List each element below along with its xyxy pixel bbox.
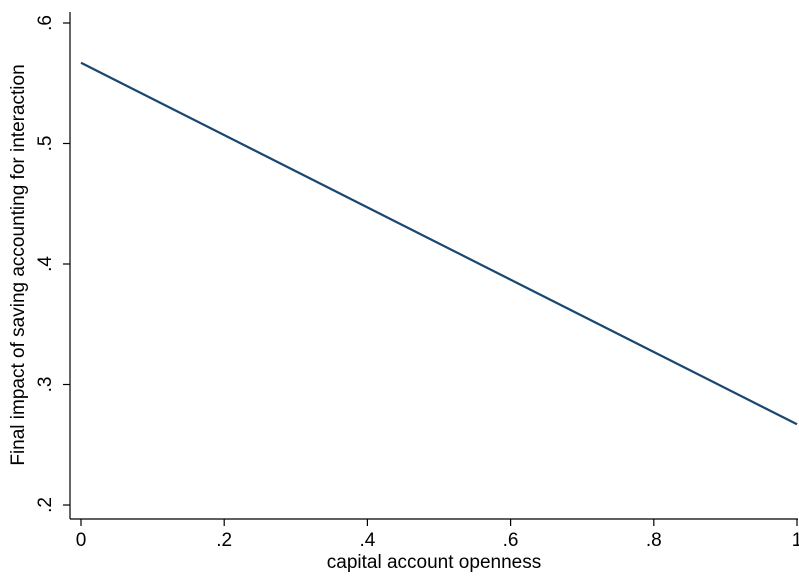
y-tick-label: .2 — [35, 497, 56, 513]
y-tick-label: .3 — [35, 377, 56, 393]
x-tick-label: 1 — [792, 530, 799, 551]
x-tick-label: 0 — [76, 530, 87, 551]
y-tick-label: .6 — [35, 15, 56, 31]
x-tick-label: .2 — [216, 530, 232, 551]
x-tick-label: .4 — [359, 530, 375, 551]
x-axis-title: capital account openness — [327, 552, 541, 573]
x-tick-label: .6 — [503, 530, 519, 551]
y-tick-label: .4 — [35, 256, 56, 272]
y-tick-label: .5 — [35, 136, 56, 152]
y-axis-title: Final impact of saving accounting for in… — [8, 64, 29, 465]
line-series — [80, 61, 798, 426]
x-tick-label: .8 — [646, 530, 662, 551]
